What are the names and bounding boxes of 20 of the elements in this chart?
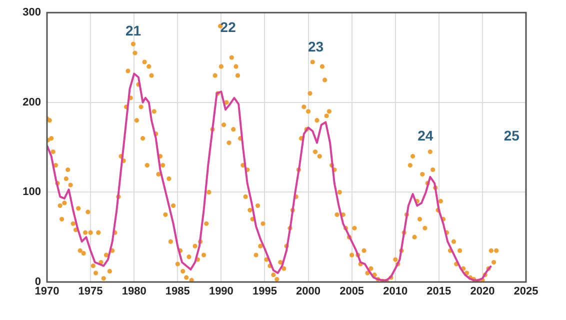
x-tick-label: 1975 bbox=[78, 286, 103, 298]
y-tick-label: 100 bbox=[22, 186, 41, 198]
x-tick-label: 2025 bbox=[514, 286, 538, 298]
x-tick-label: 2020 bbox=[470, 286, 495, 298]
x-tick-label: 2000 bbox=[296, 286, 321, 298]
x-tick-label: 2005 bbox=[340, 286, 364, 298]
x-tick-label: 1985 bbox=[165, 286, 190, 298]
x-tick-label: 2015 bbox=[426, 286, 452, 298]
y-tick-label: 300 bbox=[22, 6, 41, 19]
x-tick-label: 2010 bbox=[383, 286, 408, 298]
x-tick-label: 1980 bbox=[122, 286, 146, 298]
x-tick-label: 1970 bbox=[34, 286, 60, 298]
y-tick-label: 200 bbox=[22, 96, 41, 108]
x-tick-label: 1995 bbox=[252, 286, 277, 298]
annotation: 24 bbox=[418, 127, 434, 144]
annotation: 22 bbox=[220, 19, 236, 36]
annotation: 21 bbox=[125, 22, 142, 38]
annotation: 23 bbox=[308, 38, 324, 54]
annotation: 25 bbox=[504, 127, 520, 144]
x-tick-label: 1990 bbox=[208, 286, 234, 298]
